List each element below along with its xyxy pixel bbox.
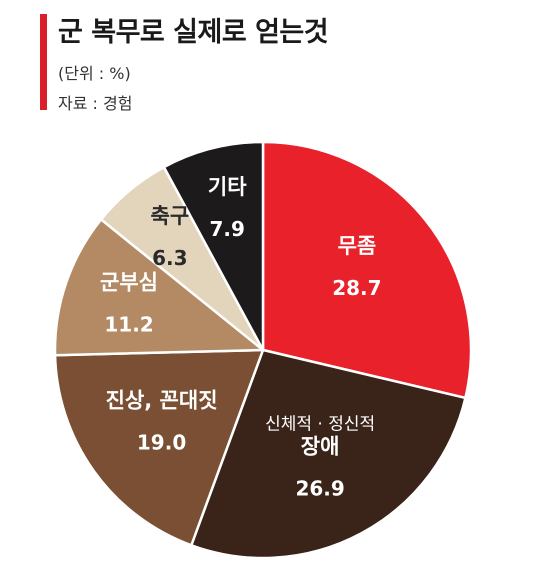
slice-label: 무좀: [338, 234, 377, 258]
chart-title: 군 복무로 실제로 얻는것: [58, 17, 329, 48]
pie-slice: [189, 348, 467, 560]
slice-label: 진상, 꼰대짓: [106, 389, 218, 413]
pie-slice: [162, 140, 265, 351]
slice-value-label: 7.9: [210, 217, 245, 241]
slice-label: 군부심: [100, 271, 158, 295]
slice-value-label: 11.2: [104, 313, 153, 337]
slice-value-label: 28.7: [332, 276, 381, 300]
pie-slices: [53, 140, 473, 560]
slice-label: 축구: [151, 204, 190, 228]
source-note: 자료 : 경험: [58, 94, 133, 113]
pie-slice: [53, 217, 267, 357]
unit-note: (단위 : %): [58, 64, 131, 83]
pie-slice: [261, 140, 473, 400]
slice-value-label: 26.9: [295, 476, 344, 500]
pie-slice: [53, 348, 265, 547]
slice-value-label: 19.0: [137, 431, 186, 455]
slice-sublabel: 신체적 · 정신적: [265, 414, 375, 434]
slice-value-label: 6.3: [152, 246, 187, 270]
title-accent-bar: [40, 14, 47, 110]
slice-label: 장애: [301, 434, 340, 458]
slice-label: 기타: [208, 175, 247, 199]
chart-header: 군 복무로 실제로 얻는것 (단위 : %) 자료 : 경험: [0, 0, 539, 120]
